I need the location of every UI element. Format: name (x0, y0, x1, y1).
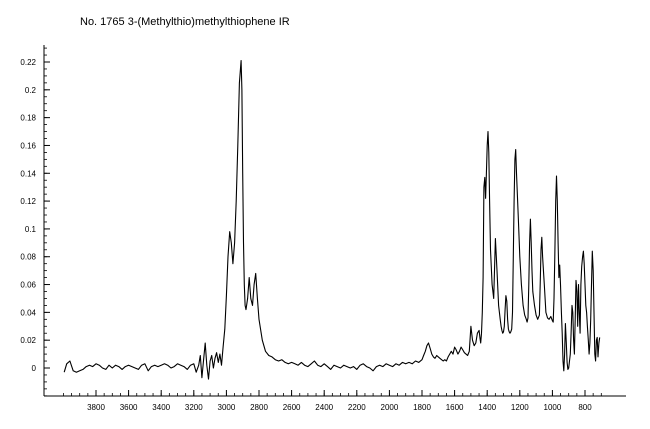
x-tick-label: 2200 (348, 403, 366, 412)
x-tick-label: 3400 (152, 403, 170, 412)
x-tick-label: 1400 (478, 403, 496, 412)
y-tick-label: 0.02 (20, 336, 36, 345)
y-tick-label: 0.12 (20, 197, 36, 206)
y-tick-label: 0.14 (20, 169, 36, 178)
x-tick-label: 1800 (413, 403, 431, 412)
x-tick-label: 1000 (544, 403, 562, 412)
y-tick-label: 0.06 (20, 281, 36, 290)
x-tick-label: 3000 (218, 403, 236, 412)
x-tick-label: 2800 (250, 403, 268, 412)
x-tick-label: 3600 (120, 403, 138, 412)
y-tick-label: 0.08 (20, 253, 36, 262)
y-tick-label: 0.18 (20, 114, 36, 123)
x-tick-label: 3200 (185, 403, 203, 412)
chart-title: No. 1765 3-(Methylthio)methylthiophene I… (80, 16, 290, 28)
axes: 0 0.02 0.04 0.06 0.08 0.1 0.12 0.14 0.16 0.18 0.2 0… (20, 45, 626, 412)
x-tick-label: 2400 (315, 403, 333, 412)
x-tick-label: 800 (578, 403, 592, 412)
y-tick-label: 0.04 (20, 308, 36, 317)
x-tick-label: 2000 (381, 403, 399, 412)
y-tick-label: 0.22 (20, 58, 36, 67)
x-tick-label: 3800 (87, 403, 105, 412)
series-layer (63, 60, 601, 380)
x-tick-label: 1200 (511, 403, 529, 412)
x-tick-label: 2600 (283, 403, 301, 412)
y-tick-label: 0.2 (25, 86, 37, 95)
x-tick-label: 1600 (446, 403, 464, 412)
y-tick-label: 0 (32, 364, 37, 373)
spectrum-line (63, 60, 601, 380)
y-tick-label: 0.16 (20, 141, 36, 150)
y-tick-label: 0.1 (25, 225, 37, 234)
